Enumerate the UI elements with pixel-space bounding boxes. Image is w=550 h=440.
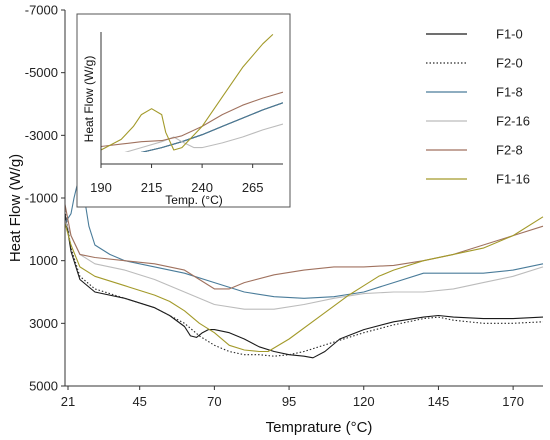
inset-y-axis-title: Heat Flow (W/g) [82, 56, 96, 143]
x-tick-label: 45 [132, 394, 146, 409]
legend-label-f2-16: F2-16 [496, 114, 530, 129]
inset-x-tick-label: 215 [141, 180, 163, 195]
legend: F1-0 F2-0 F1-8 F2-16 F2-8 F1-16 [426, 27, 530, 187]
x-tick-label: 95 [282, 394, 296, 409]
legend-label-f2-8: F2-8 [496, 143, 523, 158]
y-tick-label: -5000 [25, 65, 58, 80]
x-tick-label: 21 [61, 394, 75, 409]
y-tick-label: 5000 [29, 379, 58, 394]
legend-label-f1-16: F1-16 [496, 172, 530, 187]
series-line-f2-16 [64, 219, 544, 310]
legend-label-f1-8: F1-8 [496, 85, 523, 100]
inset-x-tick-label: 190 [90, 180, 112, 195]
inset-series-line-f1-16 [101, 33, 274, 151]
series-line-f2-0 [64, 210, 544, 357]
x-tick-label: 120 [353, 394, 375, 409]
y-tick-label: -3000 [25, 128, 58, 143]
legend-label-f1-0: F1-0 [496, 27, 523, 42]
legend-label-f2-0: F2-0 [496, 56, 523, 71]
inset-x-tick-label: 240 [191, 180, 213, 195]
inset-series-line-f2-16 [124, 123, 283, 152]
series-line-f1-16 [64, 216, 544, 353]
y-tick-label: -1000 [25, 191, 58, 206]
x-tick-label: 170 [502, 394, 524, 409]
inset-frame [76, 13, 291, 208]
inset-series-line-f2-8 [101, 91, 283, 148]
y-tick-label: -7000 [25, 3, 58, 18]
inset-plot-area [101, 33, 283, 152]
y-tick-label: 1000 [29, 253, 58, 268]
x-axis-title: Temprature (°C) [266, 419, 373, 436]
x-tick-label: 145 [428, 394, 450, 409]
inset-x-axis-title: Temp. (°C) [165, 193, 222, 207]
inset-chart: 190 215 240 265 Temp. (°C) Heat Flow (W/g) [76, 13, 291, 208]
y-axis-title: Heat Flow (W/g) [7, 154, 24, 262]
inset-series-line-f1-8 [140, 102, 283, 152]
inset-x-tick-label: 265 [242, 180, 264, 195]
y-tick-label: 3000 [29, 316, 58, 331]
x-tick-label: 70 [207, 394, 221, 409]
